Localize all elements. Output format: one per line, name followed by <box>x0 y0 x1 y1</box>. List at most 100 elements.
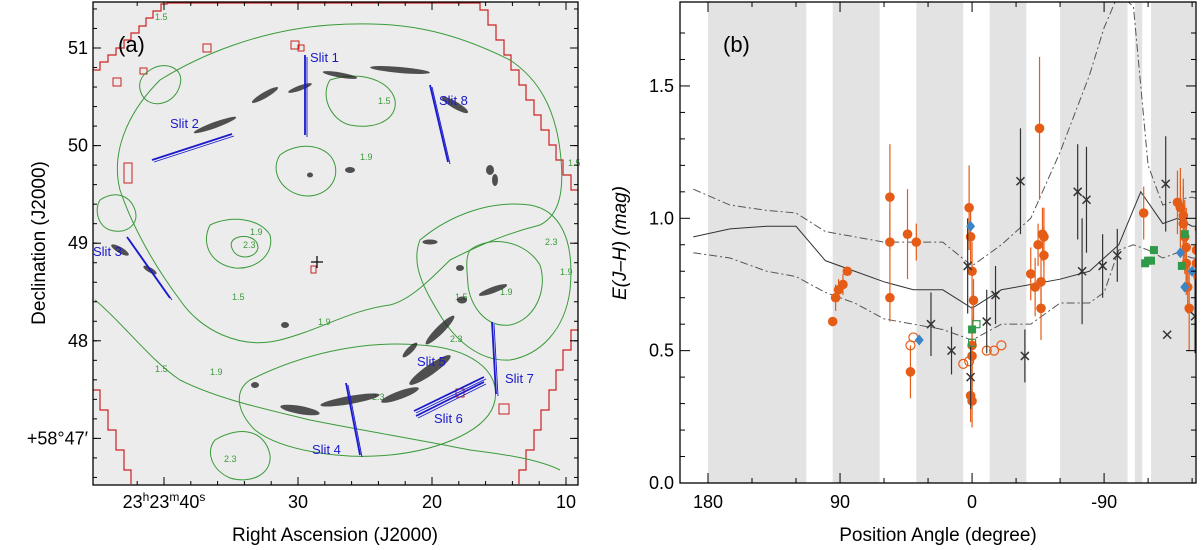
contour-label: 2.3 <box>372 392 385 402</box>
filament <box>409 355 451 385</box>
filament <box>251 382 259 388</box>
contour-line <box>238 343 497 457</box>
slit-label: Slit 4 <box>312 442 341 457</box>
data-point <box>967 396 977 406</box>
filament <box>441 96 469 114</box>
contour-line <box>94 299 561 471</box>
data-point <box>1025 269 1036 279</box>
x-tick-label: 0 <box>967 492 977 512</box>
contour-line <box>416 203 572 361</box>
data-point <box>991 290 1001 300</box>
data-point <box>1191 258 1196 269</box>
data-point <box>926 319 936 329</box>
data-point <box>966 220 976 232</box>
filament <box>457 296 467 304</box>
data-point <box>1073 187 1083 197</box>
contour-line <box>210 431 271 481</box>
data-point <box>967 351 977 361</box>
data-point <box>972 320 981 329</box>
contour-label: 1.5 <box>232 292 245 302</box>
contour-label: 1.9 <box>500 287 513 297</box>
data-point <box>1077 266 1087 276</box>
slit-label: Slit 3 <box>93 244 122 259</box>
filament <box>381 387 419 403</box>
contour-label: 2.3 <box>545 237 558 247</box>
data-point <box>946 346 957 356</box>
mask-box <box>498 403 510 415</box>
contour-label: 1.5 <box>568 158 581 168</box>
data-point <box>1149 246 1158 255</box>
data-point <box>1020 351 1030 361</box>
shaded-band <box>708 2 807 483</box>
x-tick-label-part: h <box>143 490 150 504</box>
data-point <box>964 356 975 367</box>
y-tick-label: 0.0 <box>649 473 674 493</box>
panel-label: (b) <box>723 32 750 57</box>
y-tick-label: 1.5 <box>649 76 674 96</box>
filament <box>281 322 289 328</box>
plot-area <box>680 2 1202 483</box>
data-point <box>1081 195 1092 205</box>
shaded-band <box>989 2 1027 483</box>
shaded-band <box>1060 2 1128 483</box>
y-tick-label: 48 <box>68 331 88 351</box>
data-point <box>885 237 895 247</box>
contour-label: 2.3 <box>243 240 256 250</box>
slit-line <box>151 133 233 161</box>
mask-boundary <box>518 329 578 484</box>
contour-line <box>275 145 337 197</box>
shaded-band <box>1134 2 1143 483</box>
slit-label: Slit 8 <box>439 93 468 108</box>
x-tick-label-part: m <box>169 490 179 504</box>
x-tick-label-part: 23 <box>123 492 143 512</box>
contour-line <box>116 23 563 344</box>
data-point <box>911 237 922 247</box>
filament <box>307 172 313 178</box>
x-tick-label-part: 40 <box>179 492 199 512</box>
x-tick-label: 30 <box>288 492 308 512</box>
contour-line <box>230 235 259 258</box>
slit-line <box>413 376 485 412</box>
filament <box>422 239 438 245</box>
slit-line <box>415 381 485 417</box>
slit-line-edge <box>415 378 487 414</box>
x-tick-label: 20 <box>422 492 442 512</box>
slit-label: Slit 7 <box>505 371 534 386</box>
data-point <box>958 358 969 369</box>
slit-line-edge <box>417 383 487 419</box>
data-point <box>1197 312 1202 320</box>
data-point <box>1015 176 1026 186</box>
data-point <box>914 334 924 346</box>
contour-label: 1.9 <box>250 227 263 237</box>
data-point <box>996 340 1007 351</box>
data-point <box>1180 281 1190 293</box>
shaded-band <box>1151 2 1196 483</box>
panel-a-image: 1.51.51.51.51.51.51.91.91.91.91.91.92.32… <box>27 1 581 546</box>
data-point <box>885 192 895 202</box>
slit-line-edge <box>153 135 235 163</box>
contour-label: 1.9 <box>210 367 223 377</box>
data-point <box>1175 247 1185 259</box>
data-point <box>963 261 973 271</box>
data-point <box>1162 330 1172 340</box>
data-point <box>1197 312 1202 320</box>
panel-label: (a) <box>118 32 145 57</box>
slit-line <box>491 321 497 395</box>
shaded-band <box>832 2 880 483</box>
y-tick-label: 49 <box>68 233 88 253</box>
slit-label: Slit 2 <box>170 116 199 131</box>
filament <box>322 71 358 79</box>
data-point <box>1161 179 1171 189</box>
data-point <box>968 295 979 306</box>
x-tick-label: 10 <box>556 492 576 512</box>
x-tick-label: -90 <box>1091 492 1117 512</box>
filament <box>402 342 418 358</box>
data-point <box>988 345 1000 356</box>
mask-box <box>123 162 133 184</box>
data-point <box>1138 208 1149 218</box>
filament <box>425 315 455 345</box>
data-point <box>964 202 974 213</box>
contour-label: 2.3 <box>450 334 463 344</box>
